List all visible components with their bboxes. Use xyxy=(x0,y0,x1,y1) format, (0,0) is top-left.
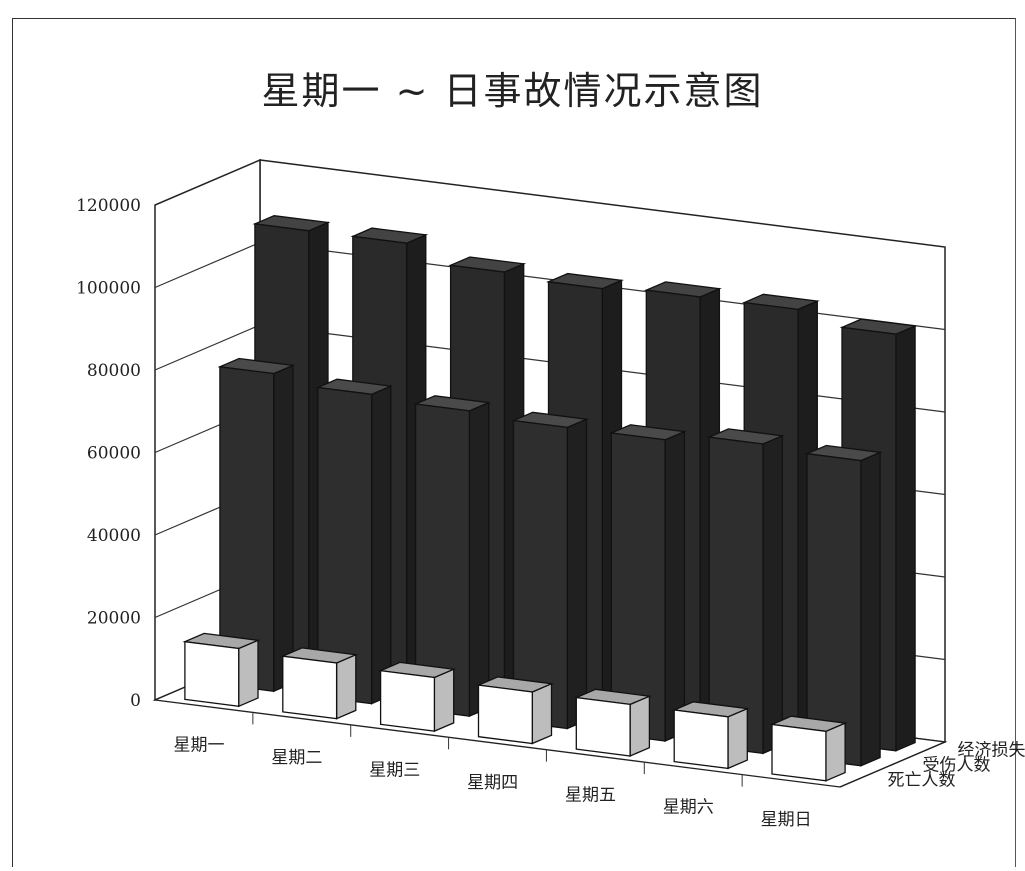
bar xyxy=(476,676,554,745)
bar-side-face xyxy=(825,722,846,782)
x-tick-label: 星期日 xyxy=(761,810,812,830)
bar xyxy=(671,701,750,770)
bar-side-face xyxy=(531,682,553,745)
series-label: 死亡人数 xyxy=(888,771,956,791)
bar-front-face xyxy=(282,655,338,720)
y-tick-label: 100000 xyxy=(76,279,141,299)
bar-front-face xyxy=(184,640,240,708)
x-tick-label: 星期四 xyxy=(467,773,518,793)
bar-side-face xyxy=(238,639,259,708)
bar-side-face xyxy=(629,695,651,757)
bar xyxy=(804,444,883,767)
bar xyxy=(315,378,394,705)
bar-side-face xyxy=(860,451,881,767)
bar-side-face xyxy=(370,385,392,705)
series-label: 受伤人数 xyxy=(923,756,991,776)
chart-frame xyxy=(12,18,1016,867)
bar-side-face xyxy=(664,430,686,742)
bar xyxy=(280,647,359,720)
bar-side-face xyxy=(273,364,294,693)
x-tick-label: 星期六 xyxy=(663,798,714,818)
y-tick-label: 60000 xyxy=(87,444,141,464)
bar-side-face xyxy=(762,434,783,755)
bar xyxy=(378,661,457,733)
bar xyxy=(182,632,261,708)
bar-side-face xyxy=(335,653,357,720)
bar-front-face xyxy=(673,709,729,770)
bar-front-face xyxy=(477,684,533,745)
x-tick-label: 星期五 xyxy=(565,785,616,805)
bar xyxy=(608,424,687,742)
bar xyxy=(573,688,652,757)
bar-side-face xyxy=(566,418,588,730)
y-tick-label: 80000 xyxy=(87,361,141,381)
bar xyxy=(706,428,785,755)
y-tick-label: 40000 xyxy=(87,526,141,546)
bar xyxy=(769,715,848,782)
bar xyxy=(413,395,492,718)
bar-side-face xyxy=(468,401,490,718)
bar-front-face xyxy=(771,723,827,782)
chart-title: 星期一 ~ 日事故情况示意图 xyxy=(261,69,764,113)
x-tick-label: 星期一 xyxy=(174,736,225,756)
y-tick-label: 0 xyxy=(130,691,141,711)
y-tick-label: 20000 xyxy=(87,609,141,629)
bar-side-face xyxy=(433,668,455,733)
bar-side-face xyxy=(895,325,916,752)
bar xyxy=(217,357,296,693)
bar xyxy=(511,411,589,730)
side-gridline xyxy=(154,241,261,289)
series-label: 经济损失 xyxy=(958,741,1025,761)
depth-axis xyxy=(839,741,946,788)
side-gridline xyxy=(154,324,261,371)
bar-front-face xyxy=(575,696,631,757)
x-tick-label: 星期二 xyxy=(271,748,322,768)
bar-front-face xyxy=(379,669,436,732)
y-tick-label: 120000 xyxy=(76,196,141,216)
x-tick-label: 星期三 xyxy=(369,760,420,780)
bar-side-face xyxy=(727,707,748,770)
